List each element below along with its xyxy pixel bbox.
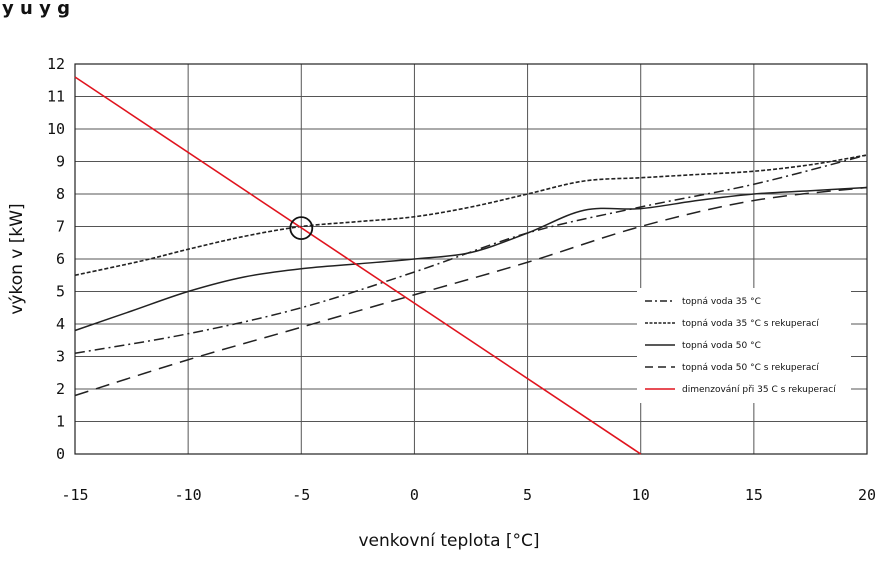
x-tick-label: -10 bbox=[175, 486, 202, 504]
x-axis-title: venkovní teplota [°C] bbox=[358, 531, 539, 551]
highlight-circle bbox=[289, 216, 314, 241]
series-lines bbox=[74, 76, 868, 455]
y-tick-label: 10 bbox=[47, 120, 65, 138]
y-tick-label: 2 bbox=[56, 380, 65, 398]
plot-frame bbox=[74, 63, 868, 455]
y-tick-label: 1 bbox=[56, 413, 65, 431]
y-tick-label: 3 bbox=[56, 348, 65, 366]
series-line-3 bbox=[74, 186, 868, 397]
x-tick-label: 10 bbox=[632, 486, 650, 504]
header-fragment: y u y g bbox=[2, 0, 70, 19]
y-tick-label: 5 bbox=[56, 283, 65, 301]
legend-label: topná voda 50 °C s rekuperací bbox=[682, 363, 819, 373]
x-tick-label: -5 bbox=[292, 486, 310, 504]
series-line-1 bbox=[74, 154, 868, 277]
y-tick-label: 12 bbox=[47, 55, 65, 73]
legend: topná voda 35 °C topná voda 35 °C s rekup… bbox=[637, 288, 851, 403]
series-line-2 bbox=[74, 186, 868, 332]
x-tick-label: 15 bbox=[745, 486, 763, 504]
axes bbox=[74, 63, 868, 455]
x-tick-label: 0 bbox=[410, 486, 419, 504]
legend-label: dimenzování při 35 C s rekuperací bbox=[682, 385, 836, 395]
annotations bbox=[289, 216, 314, 241]
legend-label: topná voda 35 °C s rekuperací bbox=[682, 319, 819, 329]
y-tick-label: 9 bbox=[56, 153, 65, 171]
x-tick-labels: -15 -10 -5 0 5 10 15 20 bbox=[61, 486, 876, 504]
y-tick-label: 6 bbox=[56, 250, 65, 268]
y-tick-label: 11 bbox=[47, 88, 65, 106]
y-tick-label: 8 bbox=[56, 185, 65, 203]
x-tick-label: -15 bbox=[61, 486, 88, 504]
legend-label: topná voda 35 °C bbox=[682, 297, 761, 307]
x-tick-label: 20 bbox=[858, 486, 876, 504]
y-tick-label: 0 bbox=[56, 445, 65, 463]
y-axis-title: výkon v [kW] bbox=[7, 203, 27, 314]
y-tick-label: 7 bbox=[56, 218, 65, 236]
series-line-4 bbox=[74, 76, 642, 455]
x-tick-label: 5 bbox=[523, 486, 532, 504]
y-tick-label: 4 bbox=[56, 315, 65, 333]
legend-label: topná voda 50 °C bbox=[682, 341, 761, 351]
